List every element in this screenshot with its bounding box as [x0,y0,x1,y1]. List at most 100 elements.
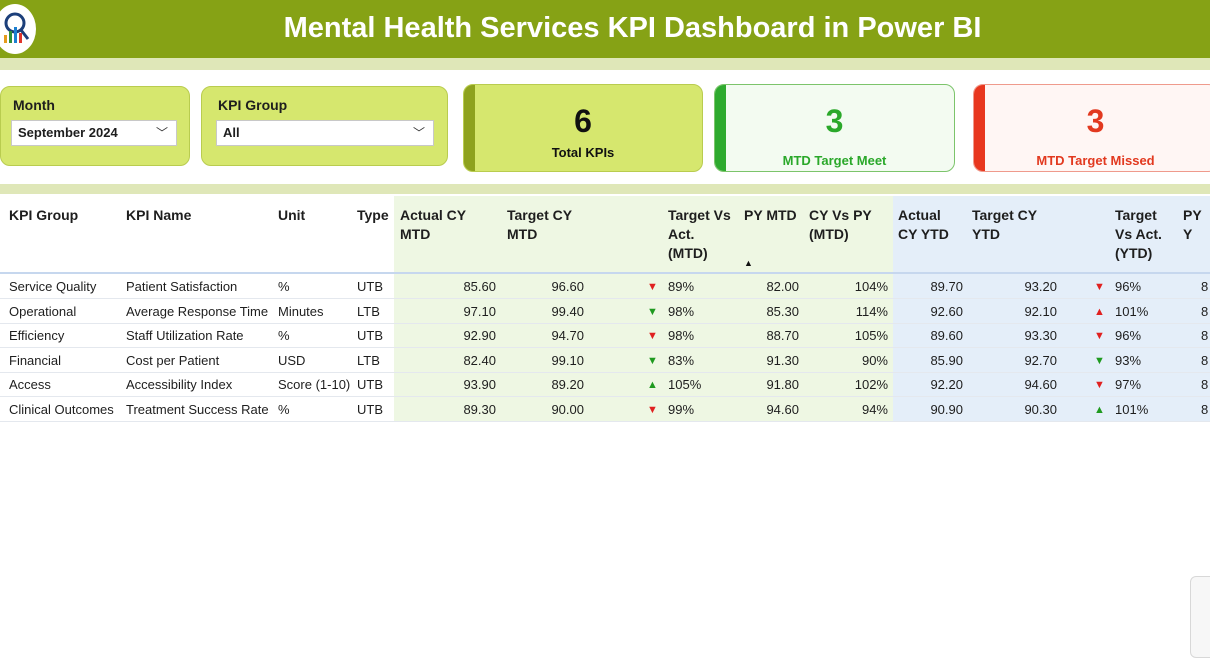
header-line: Vs Act. [1115,226,1162,242]
month-slicer-label: Month [13,97,55,113]
py-mtd-cell: 91.80 [766,377,799,393]
actual-cy-mtd-cell: 92.90 [463,328,496,344]
actual-cy-ytd-cell: 92.20 [930,377,963,393]
kpi-table: KPI Group KPI Name Unit Type Actual CY M… [0,194,1210,424]
header-line: Act. [668,226,695,242]
type-cell: UTB [357,328,383,344]
total-kpis-card: 6 Total KPIs [463,84,703,172]
header-line: (MTD) [809,226,849,242]
target-vs-act-ytd-cell: 96% [1115,328,1142,344]
card-accent-bar [974,85,985,171]
triangle-up-icon: ▲ [647,379,658,392]
type-cell: LTB [357,303,380,319]
target-vs-act-ytd-cell: 101% [1115,303,1149,319]
target-vs-act-ytd-cell: 101% [1115,402,1149,417]
target-vs-act-mtd-cell: 83% [668,352,695,368]
actual-cy-ytd-cell: 85.90 [930,352,963,368]
kpi-group-slicer-label: KPI Group [218,97,288,113]
chevron-down-icon[interactable]: ﹀ [155,126,168,140]
table-row[interactable]: Financial Cost per Patient USD LTB 82.40 99.1… [0,349,1210,373]
column-header-target-cy-mtd[interactable]: Target CY MTD [507,206,572,244]
column-header-kpi-name[interactable]: KPI Name [126,207,192,223]
kpi-group-cell: Financial [9,352,62,368]
mtd-target-missed-value: 3 [1086,103,1105,139]
py-ytd-cell: 8 [1201,402,1209,417]
chevron-down-icon[interactable]: ﹀ [412,126,425,140]
kpi-group-dropdown[interactable]: All ﹀ [216,120,434,146]
target-vs-act-mtd-cell: 89% [668,279,695,294]
unit-cell: Minutes [278,303,324,319]
column-header-py-mtd[interactable]: PY MTD [744,207,797,223]
type-cell: LTB [357,352,380,368]
mtd-target-meet-value: 3 [825,103,844,139]
target-vs-act-mtd-cell: 98% [668,328,695,344]
kpi-group-cell: Service Quality [9,279,97,294]
target-cy-mtd-cell: 90.00 [551,402,584,417]
type-cell: UTB [357,402,383,417]
row-divider [0,421,1210,422]
month-dropdown[interactable]: September 2024 ﹀ [11,120,177,146]
column-header-target-vs-act-mtd[interactable]: Target Vs Act. (MTD) [668,206,731,263]
title-underline-strip [0,58,1210,70]
kpi-group-cell: Access [9,377,51,393]
target-cy-ytd-cell: 93.20 [1024,279,1057,294]
mtd-target-meet-card: 3 MTD Target Meet [714,84,955,172]
actual-cy-ytd-cell: 89.60 [930,328,963,344]
kpi-group-cell: Operational [9,303,77,319]
column-header-actual-cy-mtd[interactable]: Actual CY MTD [400,206,466,244]
column-header-unit[interactable]: Unit [278,207,306,223]
table-row[interactable]: Service Quality Patient Satisfaction% UTB 8… [0,275,1210,299]
actual-cy-ytd-cell: 89.70 [930,279,963,294]
triangle-down-icon: ▼ [1094,330,1105,343]
unit-cell: % [278,402,290,417]
column-header-target-vs-act-ytd[interactable]: Target Vs Act. (YTD) [1115,206,1162,263]
column-header-target-cy-ytd[interactable]: Target CY YTD [972,206,1037,244]
actual-cy-ytd-cell: 92.60 [930,303,963,319]
kpi-name-cell: Treatment Success Rate [126,402,269,417]
column-header-actual-cy-ytd[interactable]: Actual CY YTD [898,206,949,244]
table-row[interactable]: Access Accessibility Index Score (1-10) UTB… [0,373,1210,398]
table-row[interactable]: Efficiency Staff Utilization Rate% UTB 92.9… [0,324,1210,349]
unit-cell: Score (1-10) [278,377,351,393]
side-panel-tab[interactable] [1190,576,1210,658]
column-header-cy-vs-py-mtd[interactable]: CY Vs PY (MTD) [809,206,872,244]
row-divider [0,298,1210,299]
target-cy-mtd-cell: 96.60 [551,279,584,294]
column-header-kpi-group[interactable]: KPI Group [9,207,79,223]
target-cy-ytd-cell: 92.10 [1024,303,1057,319]
target-cy-mtd-cell: 99.10 [551,352,584,368]
py-ytd-cell: 8 [1201,377,1209,393]
column-header-py-ytd[interactable]: PY Y [1183,207,1202,242]
column-header-type[interactable]: Type [357,207,389,223]
triangle-down-icon: ▼ [647,305,658,318]
row-divider [0,347,1210,349]
header-line: Target CY [507,207,573,223]
kpi-name-cell: Average Response Time [126,303,269,319]
header-line: (MTD) [668,245,708,261]
title-bar: Mental Health Services KPI Dashboard in … [0,0,1210,70]
actual-cy-mtd-cell: 82.40 [463,352,496,368]
header-line: Actual [898,207,941,223]
ytd-column-band [893,196,1210,421]
section-divider [0,184,1210,194]
chart-logo-icon [0,4,36,54]
triangle-down-icon: ▼ [647,354,658,367]
py-ytd-cell: 8 [1201,279,1209,294]
month-dropdown-value: September 2024 [18,125,118,140]
cy-vs-py-mtd-cell: 102% [854,377,888,393]
table-row[interactable]: Clinical Outcomes Treatment Success Rate%… [0,398,1210,422]
table-row[interactable]: Operational Average Response Time Minutes L… [0,300,1210,324]
row-divider [0,371,1210,373]
kpi-group-dropdown-value: All [223,125,240,140]
py-mtd-cell: 91.30 [766,352,799,368]
py-ytd-cell: 8 [1201,352,1209,368]
header-line: MTD [507,226,538,242]
triangle-down-icon: ▼ [647,330,658,343]
triangle-down-icon: ▼ [1094,379,1105,392]
sort-ascending-icon[interactable]: ▲ [744,258,753,268]
target-cy-mtd-cell: 89.20 [551,377,584,393]
triangle-down-icon: ▼ [647,281,658,293]
header-line: Target Vs [668,207,731,223]
total-kpis-value: 6 [574,103,592,139]
kpi-name-cell: Patient Satisfaction [126,279,238,294]
